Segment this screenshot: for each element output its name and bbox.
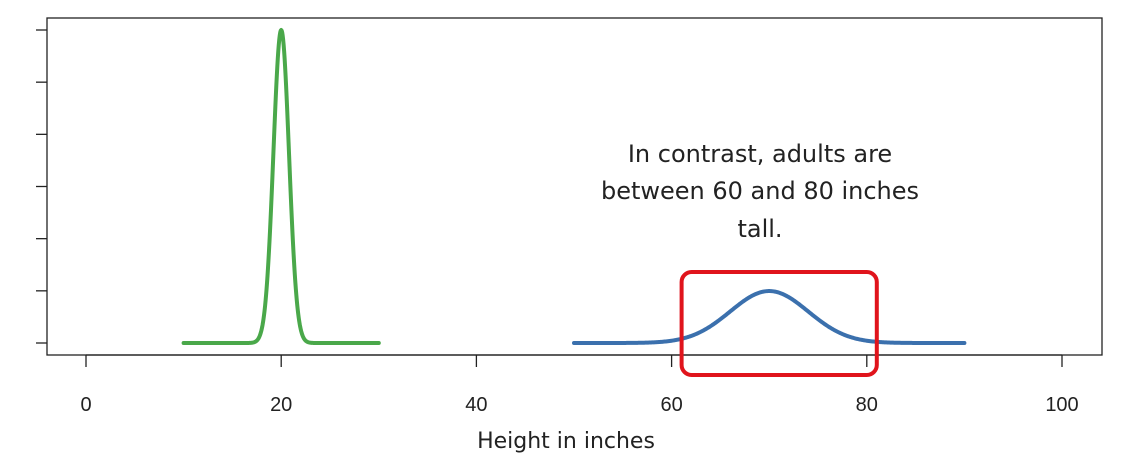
x-axis-title: Height in inches — [477, 429, 655, 454]
highlight-box — [679, 270, 879, 377]
plot-frame — [46, 17, 1103, 356]
annotation-line-2: between 60 and 80 inches — [601, 177, 919, 205]
x-tick-label: 80 — [856, 394, 878, 416]
x-tick-label: 0 — [80, 394, 91, 416]
annotation-line-1: In contrast, adults are — [628, 140, 892, 168]
y-axis — [36, 29, 47, 344]
x-tick-label: 20 — [270, 394, 292, 416]
x-tick-label: 40 — [465, 394, 487, 416]
series-layer — [181, 28, 967, 345]
highlight-layer — [679, 270, 879, 377]
x-tick-label: 60 — [660, 394, 682, 416]
series-line-children — [181, 28, 381, 345]
annotation: In contrast, adults are between 60 and 8… — [601, 140, 919, 243]
series-line-adults — [572, 289, 967, 345]
x-tick-label: 100 — [1045, 394, 1078, 416]
annotation-line-3: tall. — [737, 215, 782, 243]
x-axis: 0 20 40 60 80 100 — [80, 354, 1079, 416]
